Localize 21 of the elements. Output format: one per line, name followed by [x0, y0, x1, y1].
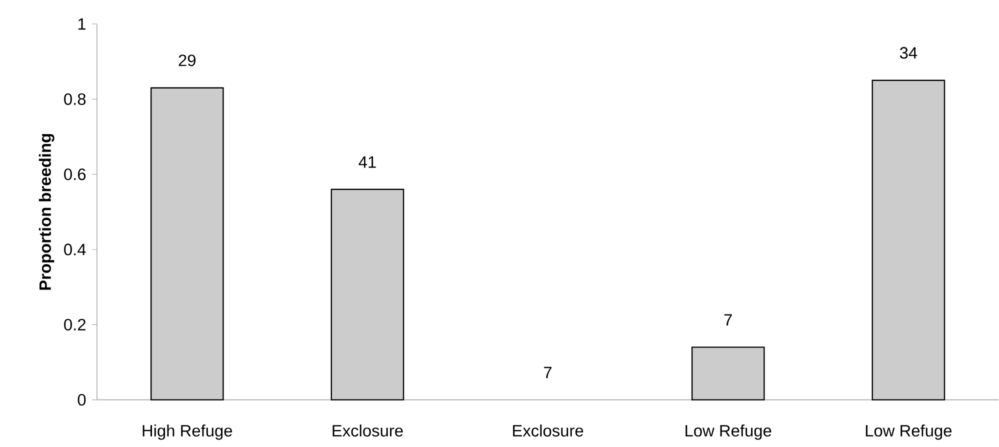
- annotation: 7: [544, 366, 552, 378]
- y-tick-label: 0.4: [64, 244, 86, 256]
- x-tick-label: Exclosure: [332, 424, 403, 437]
- x-tick-label: Exclosure: [513, 424, 584, 437]
- bar: [150, 87, 224, 401]
- annotation: 34: [900, 47, 918, 59]
- y-axis-title: Proportion breeding: [38, 134, 54, 290]
- y-tick-label: 0.8: [64, 93, 86, 106]
- x-tick-label: Low Refuge: [866, 424, 952, 440]
- y-tick-label: 1: [78, 18, 86, 30]
- bar: [872, 80, 946, 401]
- annotation: 41: [358, 156, 376, 168]
- y-tick-label: 0: [78, 394, 86, 406]
- y-tick-label: 0.6: [64, 168, 86, 180]
- y-tick-label: 0.2: [64, 318, 86, 331]
- annotation: 29: [178, 54, 196, 66]
- bar: [691, 346, 765, 401]
- x-tick-label: Low Refuge: [686, 424, 772, 440]
- annotation: 7: [724, 314, 732, 326]
- bar: [330, 188, 404, 401]
- x-tick-label: High Refuge: [142, 424, 232, 440]
